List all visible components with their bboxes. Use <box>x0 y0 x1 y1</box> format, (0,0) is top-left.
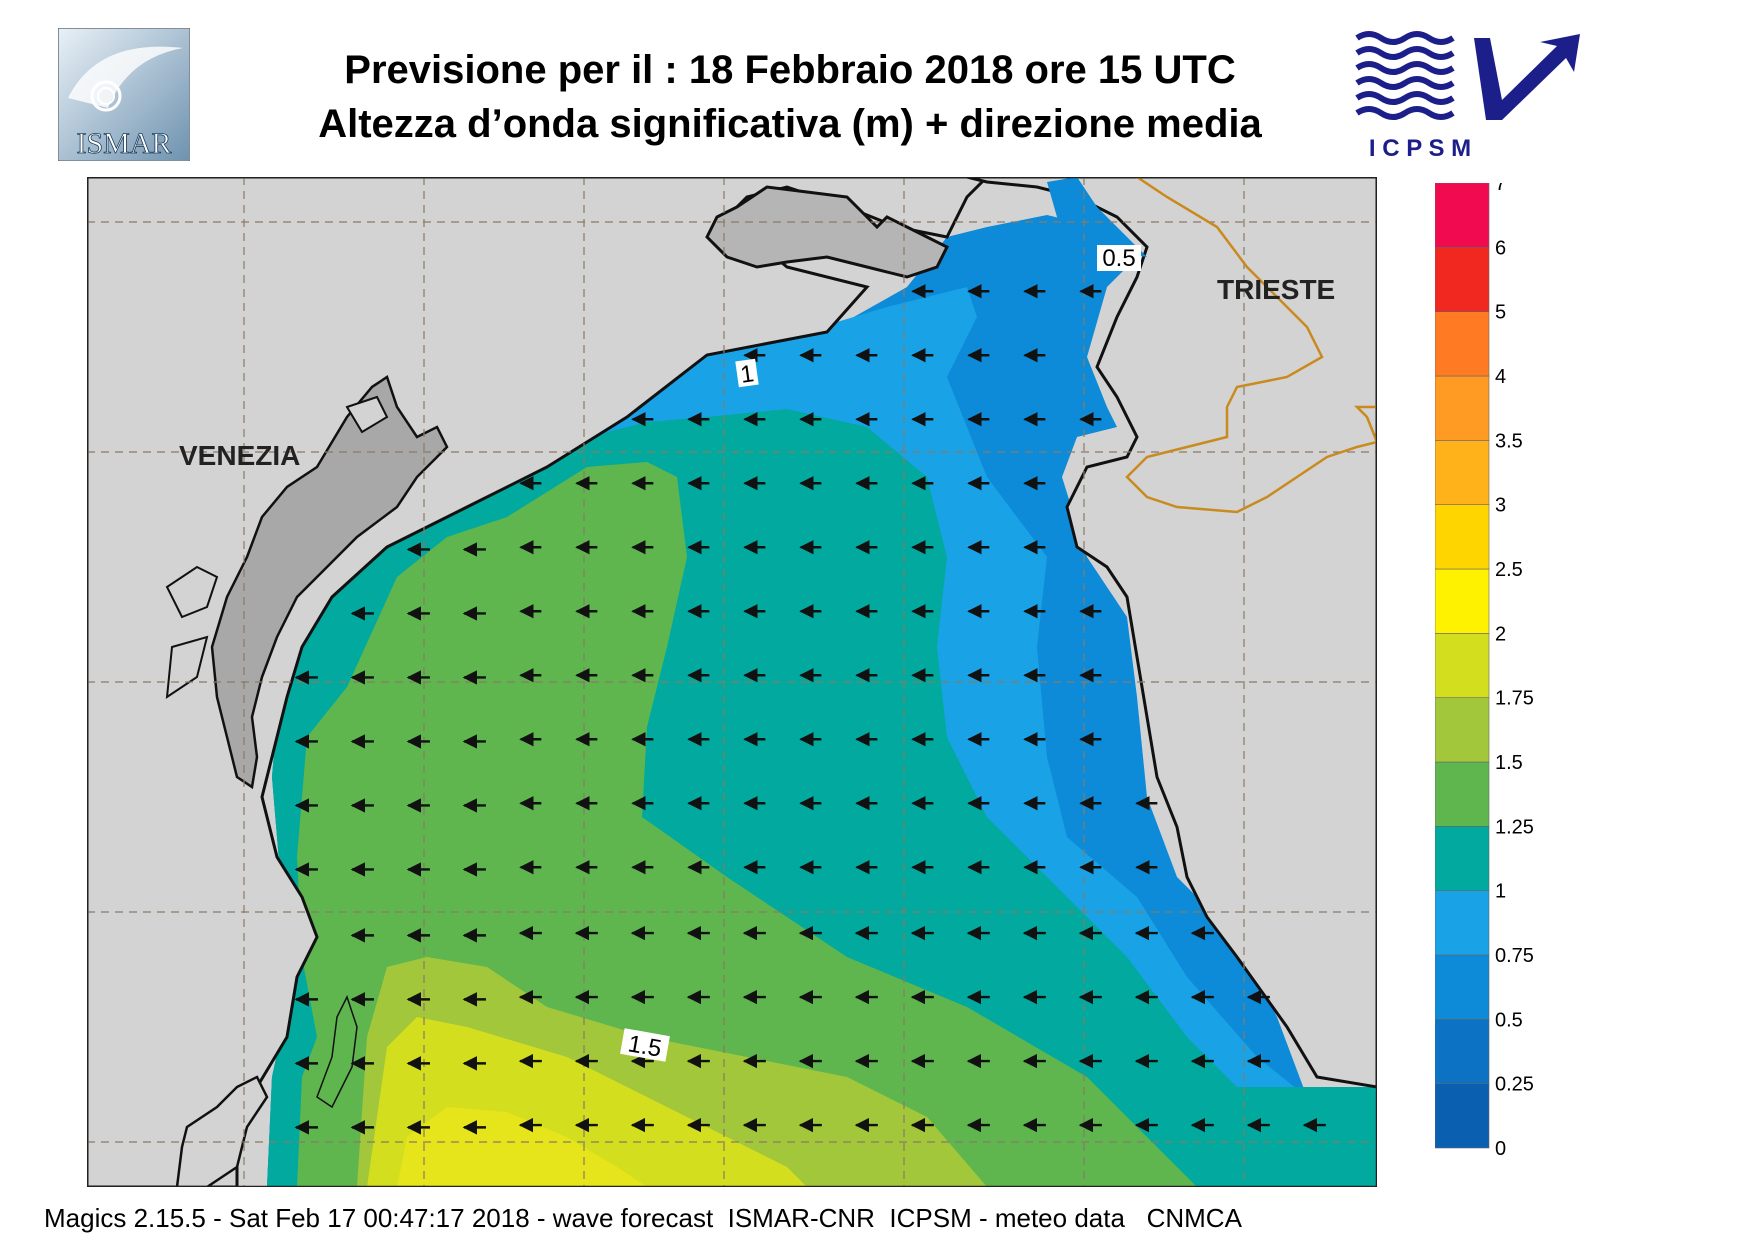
colorbar-swatch <box>1435 761 1490 827</box>
contour-label-05-text: 0.5 <box>1102 245 1135 272</box>
istria-land <box>966 177 1377 1089</box>
colorbar-label: 0.75 <box>1495 945 1534 967</box>
colorbar-labels: 0 0.25 0.5 0.75 1 1.25 1.5 1.75 2 2.5 3 3.5 4 5 6 7 <box>1495 183 1534 1160</box>
colorbar-swatches <box>1435 183 1490 1149</box>
colorbar-label: 3 <box>1495 495 1506 517</box>
colorbar-swatch <box>1435 954 1490 1020</box>
colorbar-label: 1.5 <box>1495 752 1523 774</box>
colorbar-label: 0.25 <box>1495 1074 1534 1096</box>
colorbar-swatch <box>1435 504 1490 570</box>
wave-direction-arrows <box>294 284 1326 1135</box>
colorbar-swatch <box>1435 247 1490 312</box>
colorbar-legend: 0 0.25 0.5 0.75 1 1.25 1.5 1.75 2 2.5 3 3.5 4 5 6 7 <box>1435 183 1534 1160</box>
colorbar-label: 6 <box>1495 237 1506 259</box>
footer-credits: Magics 2.15.5 - Sat Feb 17 00:47:17 2018… <box>44 1203 1242 1233</box>
wave-band-2 <box>397 1107 647 1187</box>
colorbar-swatch <box>1435 183 1490 248</box>
colorbar-label: 1.25 <box>1495 816 1534 838</box>
ismar-logo: ISMAR <box>58 28 190 161</box>
colorbar-swatch <box>1435 1019 1490 1084</box>
ismar-logo-text: ISMAR <box>76 127 171 160</box>
colorbar-label: 7 <box>1495 183 1506 195</box>
city-label-venezia: VENEZIA <box>179 440 300 471</box>
arrow-ne-icon <box>1474 34 1580 120</box>
title-line-2: Altezza d’onda significativa (m) + direz… <box>318 102 1262 146</box>
city-label-trieste: TRIESTE <box>1217 274 1335 305</box>
colorbar-swatch <box>1435 826 1490 891</box>
colorbar-swatch <box>1435 375 1490 441</box>
colorbar-label: 2 <box>1495 623 1506 645</box>
national-border <box>1125 177 1377 514</box>
title-line-1: Previsione per il : 18 Febbraio 2018 ore… <box>344 48 1236 92</box>
colorbar-label: 4 <box>1495 366 1506 388</box>
colorbar-swatch <box>1435 440 1490 505</box>
colorbar-swatch <box>1435 890 1490 956</box>
colorbar-swatch <box>1435 697 1490 763</box>
colorbar-label: 5 <box>1495 302 1506 324</box>
colorbar-swatch <box>1435 1083 1490 1149</box>
contour-label-15-text: 1.5 <box>626 1030 664 1062</box>
icpsm-logo: I C P S M <box>1355 31 1580 162</box>
contour-label-05: 0.5 <box>1097 245 1141 272</box>
colorbar-swatch <box>1435 633 1490 698</box>
colorbar-label: 0 <box>1495 1138 1506 1160</box>
colorbar-label: 1.75 <box>1495 688 1534 710</box>
wave-map: 0.5 1 1.5 VENEZIA TRIESTE <box>87 177 1377 1187</box>
colorbar-label: 1 <box>1495 881 1506 903</box>
friuli-lagoon <box>705 185 950 279</box>
colorbar-label: 0.5 <box>1495 1009 1523 1031</box>
contour-label-1-text: 1 <box>739 360 756 389</box>
contour-label-15: 1.5 <box>620 1028 670 1063</box>
icpsm-logo-text: I C P S M <box>1369 135 1471 162</box>
colorbar-label: 3.5 <box>1495 430 1523 452</box>
contour-label-1: 1 <box>735 358 759 389</box>
colorbar-swatch <box>1435 311 1490 377</box>
colorbar-swatch <box>1435 568 1490 634</box>
colorbar-label: 2.5 <box>1495 559 1523 581</box>
